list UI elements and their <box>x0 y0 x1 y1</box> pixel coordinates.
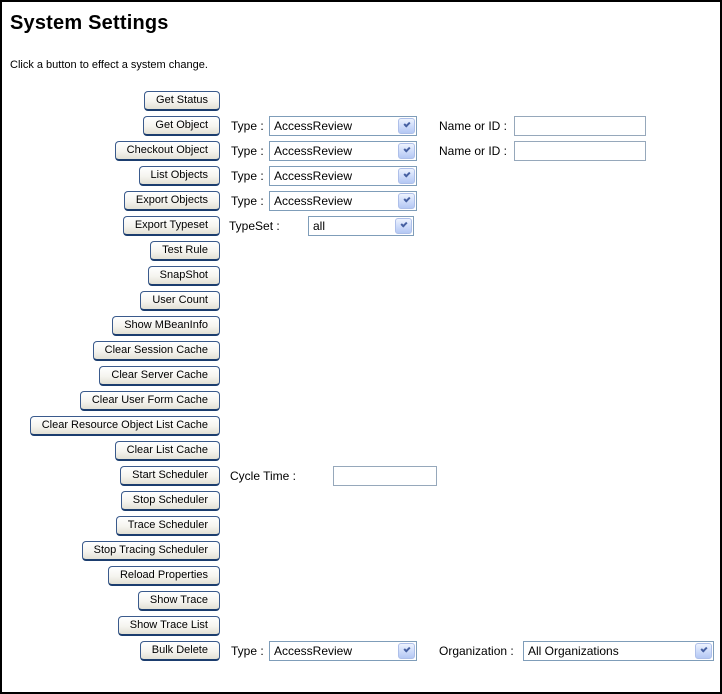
export-typeset-button[interactable]: Export Typeset <box>122 215 220 236</box>
actions-list: Get Status Get Object Type : AccessRevie… <box>2 88 720 663</box>
row-checkout-object: Checkout Object Type : AccessReview Name… <box>2 138 720 163</box>
typeset-select[interactable]: all <box>308 215 414 236</box>
organization-select[interactable]: All Organizations <box>523 640 714 661</box>
chevron-down-icon[interactable] <box>398 642 415 659</box>
chevron-down-icon[interactable] <box>398 117 415 134</box>
checkout-object-button[interactable]: Checkout Object <box>114 140 220 161</box>
row-clear-server-cache: Clear Server Cache <box>2 363 720 388</box>
cycle-time-label: Cycle Time : <box>230 468 297 483</box>
type-select-value: AccessReview <box>274 168 353 183</box>
clear-resource-object-list-cache-button[interactable]: Clear Resource Object List Cache <box>29 415 220 436</box>
stop-tracing-scheduler-button[interactable]: Stop Tracing Scheduler <box>81 540 220 561</box>
row-get-object: Get Object Type : AccessReview Name or I… <box>2 113 720 138</box>
row-clear-user-form-cache: Clear User Form Cache <box>2 388 720 413</box>
snapshot-button[interactable]: SnapShot <box>147 265 220 286</box>
row-clear-session-cache: Clear Session Cache <box>2 338 720 363</box>
row-stop-scheduler: Stop Scheduler <box>2 488 720 513</box>
stop-scheduler-button[interactable]: Stop Scheduler <box>120 490 220 511</box>
chevron-down-icon[interactable] <box>398 192 415 209</box>
row-stop-tracing-scheduler: Stop Tracing Scheduler <box>2 538 720 563</box>
clear-server-cache-button[interactable]: Clear Server Cache <box>99 365 220 386</box>
list-objects-button[interactable]: List Objects <box>138 165 220 186</box>
type-label: Type : <box>231 118 264 133</box>
user-count-button[interactable]: User Count <box>140 290 220 311</box>
typeset-select-value: all <box>313 218 326 233</box>
row-list-objects: List Objects Type : AccessReview <box>2 163 720 188</box>
show-mbeaninfo-button[interactable]: Show MBeanInfo <box>112 315 220 336</box>
type-select-value: AccessReview <box>274 643 353 658</box>
checkout-object-type-select[interactable]: AccessReview <box>269 140 417 161</box>
clear-user-form-cache-button[interactable]: Clear User Form Cache <box>79 390 220 411</box>
row-clear-resource-object-list-cache: Clear Resource Object List Cache <box>2 413 720 438</box>
export-objects-type-select[interactable]: AccessReview <box>269 190 417 211</box>
reload-properties-button[interactable]: Reload Properties <box>107 565 220 586</box>
row-start-scheduler: Start Scheduler Cycle Time : <box>2 463 720 488</box>
clear-list-cache-button[interactable]: Clear List Cache <box>114 440 220 461</box>
show-trace-list-button[interactable]: Show Trace List <box>117 615 220 636</box>
trace-scheduler-button[interactable]: Trace Scheduler <box>115 515 220 536</box>
list-objects-type-select[interactable]: AccessReview <box>269 165 417 186</box>
row-reload-properties: Reload Properties <box>2 563 720 588</box>
row-show-trace-list: Show Trace List <box>2 613 720 638</box>
chevron-down-icon[interactable] <box>395 217 412 234</box>
chevron-down-icon[interactable] <box>695 642 712 659</box>
name-or-id-label: Name or ID : <box>439 143 508 158</box>
clear-session-cache-button[interactable]: Clear Session Cache <box>92 340 220 361</box>
export-objects-button[interactable]: Export Objects <box>123 190 220 211</box>
type-label: Type : <box>231 168 264 183</box>
type-label: Type : <box>231 143 264 158</box>
name-or-id-label: Name or ID : <box>439 118 508 133</box>
bulk-delete-button[interactable]: Bulk Delete <box>139 640 220 661</box>
chevron-down-icon[interactable] <box>398 167 415 184</box>
type-label: Type : <box>231 193 264 208</box>
chevron-down-icon[interactable] <box>398 142 415 159</box>
row-snapshot: SnapShot <box>2 263 720 288</box>
row-export-typeset: Export Typeset TypeSet : all <box>2 213 720 238</box>
page-subtitle: Click a button to effect a system change… <box>10 59 208 71</box>
organization-label: Organization : <box>439 643 514 658</box>
row-get-status: Get Status <box>2 88 720 113</box>
start-scheduler-button[interactable]: Start Scheduler <box>120 465 220 486</box>
page-title: System Settings <box>10 12 169 34</box>
row-test-rule: Test Rule <box>2 238 720 263</box>
type-select-value: AccessReview <box>274 143 353 158</box>
row-user-count: User Count <box>2 288 720 313</box>
type-label: Type : <box>231 643 264 658</box>
get-object-button[interactable]: Get Object <box>143 115 220 136</box>
row-show-mbeaninfo: Show MBeanInfo <box>2 313 720 338</box>
row-export-objects: Export Objects Type : AccessReview <box>2 188 720 213</box>
get-status-button[interactable]: Get Status <box>144 90 220 111</box>
row-bulk-delete: Bulk Delete Type : AccessReview Organiza… <box>2 638 720 663</box>
typeset-label: TypeSet : <box>229 218 280 233</box>
type-select-value: AccessReview <box>274 118 353 133</box>
get-object-name-or-id-input[interactable] <box>514 115 646 136</box>
type-select-value: AccessReview <box>274 193 353 208</box>
row-show-trace: Show Trace <box>2 588 720 613</box>
test-rule-button[interactable]: Test Rule <box>150 240 220 261</box>
organization-select-value: All Organizations <box>528 643 619 658</box>
row-trace-scheduler: Trace Scheduler <box>2 513 720 538</box>
get-object-type-select[interactable]: AccessReview <box>269 115 417 136</box>
checkout-object-name-or-id-input[interactable] <box>514 140 646 161</box>
show-trace-button[interactable]: Show Trace <box>137 590 220 611</box>
bulk-delete-type-select[interactable]: AccessReview <box>269 640 417 661</box>
cycle-time-input[interactable] <box>333 465 437 486</box>
row-clear-list-cache: Clear List Cache <box>2 438 720 463</box>
